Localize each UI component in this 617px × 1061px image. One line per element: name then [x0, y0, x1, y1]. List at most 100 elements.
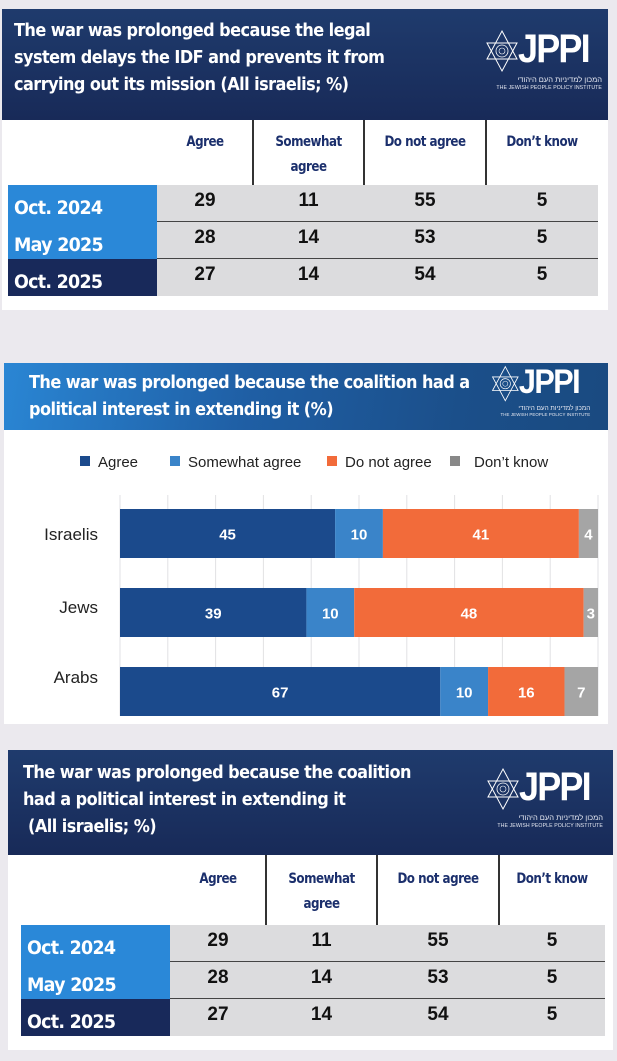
title-line: political interest in extending it (%)	[29, 400, 334, 420]
row-label: Oct. 2025	[21, 999, 170, 1036]
table-cell: 11	[311, 930, 332, 951]
table-cell: 28	[207, 967, 229, 988]
survey-table: Agree Somewhat agree Do not agree Don’t know…	[21, 855, 605, 1036]
row-label-text: Oct. 2024	[27, 937, 116, 959]
table-row: Oct. 2024 29 11 55 5	[21, 925, 605, 963]
title-line: carrying out its mission (All israelis; …	[14, 75, 349, 95]
star-of-david-icon	[487, 767, 519, 811]
logo-english-text: THE JEWISH PEOPLE POLICY INSTITUTE	[500, 412, 591, 418]
row-label: Oct. 2024	[8, 185, 157, 222]
column-header-text: Agree	[199, 871, 237, 887]
column-header-text: Do not agree	[397, 871, 479, 887]
logo-wordmark: JPPI	[518, 27, 591, 71]
table-cell: 5	[546, 930, 558, 951]
column-header: Somewhat agree	[274, 867, 368, 917]
column-header-text: Don’t know	[506, 134, 578, 150]
jppi-logo: JPPI המכון למדיניות העם היהודי THE JEWISH …	[484, 27, 604, 91]
table-cell: 5	[546, 1004, 558, 1025]
title-line: The war was prolonged because the legal	[14, 21, 371, 41]
panel-header: The war was prolonged because the coalit…	[4, 363, 608, 430]
row-label-text: Oct. 2024	[14, 197, 103, 219]
table-cell: 14	[310, 967, 333, 988]
table-cell: 55	[427, 930, 449, 951]
title-line: system delays the IDF and prevents it fr…	[14, 48, 385, 68]
table-cell: 29	[207, 930, 229, 951]
legend-item: Don’t know	[450, 454, 548, 471]
column-header: Do not agree	[373, 130, 477, 155]
table-cell: 14	[310, 1004, 333, 1025]
legend-label: Agree	[98, 454, 139, 471]
legend-swatch	[450, 456, 460, 466]
logo-english-text: THE JEWISH PEOPLE POLICY INSTITUTE	[496, 85, 602, 91]
table-cell: 14	[297, 264, 320, 285]
row-values	[170, 962, 605, 999]
column-divider	[363, 120, 365, 185]
table-cell: 53	[427, 967, 449, 988]
table-cell: 5	[546, 967, 558, 988]
logo-wordmark: JPPI	[519, 765, 592, 809]
column-divider	[485, 120, 487, 185]
row-label: May 2025	[21, 962, 170, 999]
table-row: May 2025 28 14 53 5	[21, 962, 605, 1000]
table-row: Oct. 2024 29 11 55 5	[8, 185, 598, 223]
table-cell: 11	[298, 190, 319, 211]
table-cell: 55	[414, 190, 436, 211]
category-label: Israelis	[44, 525, 98, 544]
category-label: Jews	[59, 598, 98, 617]
column-header: Somewhat agree	[261, 130, 355, 180]
panel-header: The war was prolonged because the coalit…	[8, 750, 613, 855]
row-label-text: May 2025	[27, 974, 117, 996]
column-divider	[376, 855, 378, 925]
table-cell: 54	[427, 1004, 449, 1025]
table-cell: 5	[536, 227, 548, 248]
column-header-text: agree	[290, 159, 327, 175]
table-row: Oct. 2025 27 14 54 5	[21, 999, 605, 1036]
title-line: (All israelis; %)	[23, 817, 157, 837]
row-label-text: Oct. 2025	[27, 1011, 116, 1033]
title-line: The war was prolonged because the coalit…	[29, 373, 470, 393]
column-header-text: Do not agree	[384, 134, 466, 150]
table-cell: 54	[414, 264, 436, 285]
column-header: Do not agree	[386, 867, 490, 892]
title-line: had a political interest in extending it	[23, 790, 346, 810]
legend-item: Agree	[80, 454, 138, 471]
panel-title: The war was prolonged because the coalit…	[29, 370, 470, 424]
legend-label: Don’t know	[474, 454, 549, 471]
table-row: Oct. 2025 27 14 54 5	[8, 259, 598, 296]
column-header-text: Somewhat	[288, 871, 355, 887]
survey-table: Agree Somewhat agree Do not agree Don’t know…	[8, 120, 598, 300]
column-divider	[252, 120, 254, 185]
table-row: May 2025 28 14 53 5	[8, 222, 598, 260]
logo-hebrew-text: המכון למדיניות העם היהודי	[518, 404, 591, 412]
column-header-text: agree	[303, 896, 340, 912]
row-values	[157, 259, 598, 296]
column-divider	[265, 855, 267, 925]
legend-label: Do not agree	[345, 454, 432, 471]
table-cell: 5	[536, 190, 548, 211]
chart-legend: Agree Somewhat agree Do not agree Don’t kno…	[0, 454, 617, 472]
legend-swatch	[327, 456, 337, 466]
legend-swatch	[170, 456, 180, 466]
row-label-text: Oct. 2025	[14, 271, 103, 293]
column-header-text: Agree	[186, 134, 224, 150]
logo-wordmark: JPPI	[518, 363, 581, 401]
column-header: Don’t know	[507, 867, 597, 892]
row-label: May 2025	[8, 222, 157, 259]
row-values	[157, 185, 598, 222]
legend-item: Somewhat agree	[170, 454, 301, 471]
row-label: Oct. 2025	[8, 259, 157, 296]
legend-item: Do not agree	[327, 454, 432, 471]
star-of-david-icon	[491, 365, 519, 402]
row-label: Oct. 2024	[21, 925, 170, 962]
star-of-david-icon	[486, 29, 518, 73]
legend-swatch	[80, 456, 90, 466]
panel-coalition-table: The war was prolonged because the coalit…	[8, 750, 613, 1050]
table-cell: 53	[414, 227, 436, 248]
panel-title: The war was prolonged because the coalit…	[23, 760, 411, 841]
logo-hebrew-text: המכון למדיניות העם היהודי	[517, 75, 602, 84]
column-header-text: Don’t know	[516, 871, 588, 887]
column-header: Agree	[177, 867, 259, 892]
table-cell: 29	[194, 190, 216, 211]
column-header: Don’t know	[494, 130, 589, 155]
table-cell: 27	[207, 1004, 229, 1025]
